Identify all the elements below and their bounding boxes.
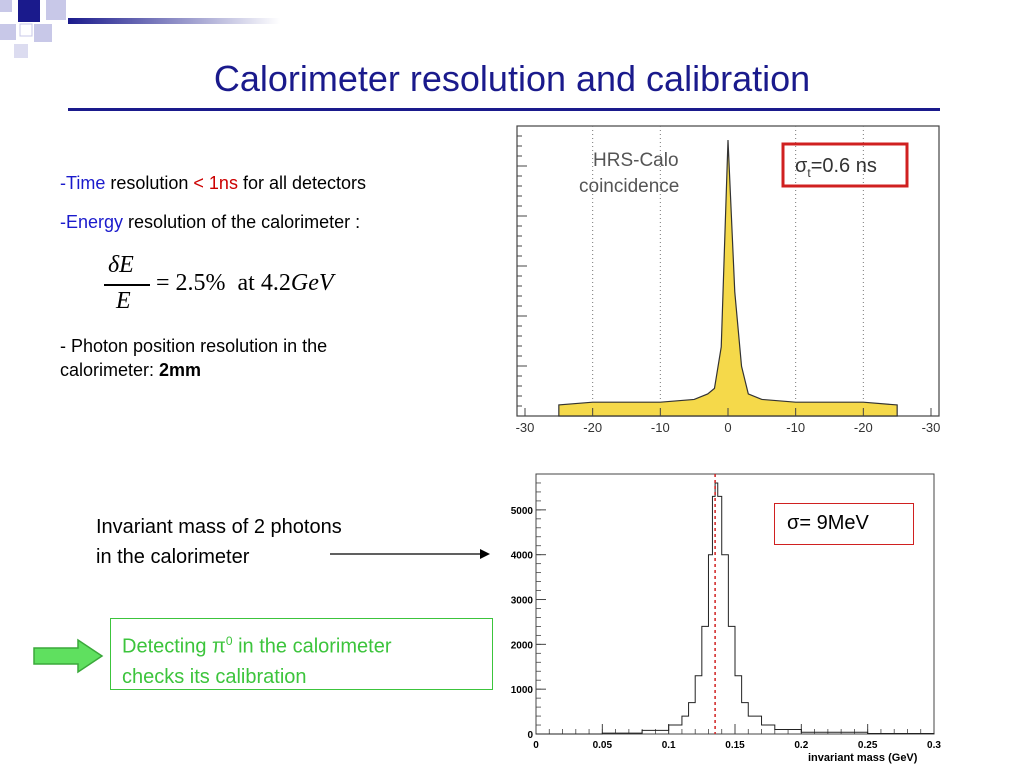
formula-at: at bbox=[237, 270, 255, 296]
timing-grid bbox=[592, 126, 864, 416]
mass-x-tick-label: 0 bbox=[533, 740, 539, 751]
timing-x-tick-label: -30 bbox=[516, 420, 535, 435]
callout-line2: checks its calibration bbox=[122, 665, 307, 688]
bullet-dash: - bbox=[60, 212, 66, 232]
timing-x-tick-label: 0 bbox=[724, 420, 731, 435]
bullet-time-word: Time bbox=[66, 173, 106, 193]
green-arrow-icon bbox=[33, 638, 104, 674]
invariant-line1: Invariant mass of 2 photons bbox=[96, 516, 342, 538]
formula-denominator: E bbox=[116, 288, 131, 314]
callout-line1-start: Detecting π bbox=[122, 635, 226, 658]
formula-rhs-value: = 2.5% bbox=[156, 270, 226, 296]
pointer-arrow-icon bbox=[330, 549, 490, 559]
mass-x-tick-label: 0.1 bbox=[662, 740, 676, 751]
mass-y-tick-label: 2000 bbox=[511, 640, 534, 651]
mass-y-tick-label: 3000 bbox=[511, 596, 534, 607]
bullet-time-value: < 1ns bbox=[193, 173, 238, 193]
bullet-photon-line1: - Photon position resolution in the bbox=[60, 336, 328, 356]
mass-x-tick-label: 0.25 bbox=[858, 740, 878, 751]
mass-x-tick-label: 0.15 bbox=[725, 740, 745, 751]
mass-y-tick-label: 0 bbox=[527, 730, 533, 741]
callout-line1-end: in the calorimeter bbox=[232, 635, 392, 658]
calibration-callout-box bbox=[110, 618, 493, 690]
mass-y-tick-label: 5000 bbox=[511, 506, 534, 517]
bullet-energy-tail: resolution of the calorimeter : bbox=[123, 212, 361, 232]
slide-title: Calorimeter resolution and calibration bbox=[213, 58, 811, 99]
timing-x-tick-label: -10 bbox=[786, 420, 805, 435]
bullet-time-tail: for all detectors bbox=[237, 173, 367, 193]
formula-fraction-line bbox=[104, 284, 150, 286]
formula-rhs: = 2.5% at 4.2GeV bbox=[156, 270, 334, 297]
timing-histogram-series bbox=[558, 139, 898, 417]
formula-energy-value: 4.2 bbox=[260, 270, 291, 296]
timing-histogram: HRS-Calo coincidence σt=0.6 ns -30 -20 -10… bbox=[516, 125, 941, 435]
mass-y-axis: 0 1000 2000 3000 4000 5000 bbox=[511, 482, 546, 741]
invariant-mass-label: Invariant mass of 2 photons in the calor… bbox=[96, 512, 342, 572]
mass-histogram-series bbox=[536, 482, 935, 735]
bullet-photon-value: 2mm bbox=[159, 360, 202, 380]
mass-y-tick-label: 4000 bbox=[511, 551, 534, 562]
mass-x-tick-label: 0.3 bbox=[927, 740, 941, 751]
mass-sigma-box: σ= 9MeV bbox=[774, 503, 914, 545]
mass-x-tick-label: 0.2 bbox=[794, 740, 808, 751]
title-underline bbox=[68, 108, 940, 111]
callout-superscript: 0 bbox=[225, 634, 233, 648]
timing-x-tick-labels: -30 -20 -10 0 -10 -20 -30 bbox=[516, 408, 941, 435]
calibration-callout-text: Detecting π0 in the calorimeter checks i… bbox=[122, 626, 392, 692]
corner-square-dark bbox=[18, 0, 40, 22]
bullet-energy-word: Energy bbox=[66, 212, 124, 232]
formula-numerator: δE bbox=[108, 252, 134, 278]
bullet-photon: - Photon position resolution in the calo… bbox=[60, 334, 327, 382]
timing-y-ticks bbox=[517, 135, 527, 417]
bullet-photon-line2: calorimeter: bbox=[60, 360, 160, 380]
mass-y-tick-label: 1000 bbox=[511, 685, 534, 696]
timing-sigma-label: σt=0.6 ns bbox=[795, 155, 877, 180]
timing-x-tick-label: -10 bbox=[651, 420, 670, 435]
bullet-time-mid: resolution bbox=[105, 173, 194, 193]
invariant-line2: in the calorimeter bbox=[96, 546, 250, 568]
timing-x-tick-label: -20 bbox=[583, 420, 602, 435]
mass-sigma-label: σ= 9MeV bbox=[787, 512, 869, 534]
timing-annotation-line1: HRS-Calo bbox=[593, 150, 679, 171]
bullet-energy: -Energy resolution of the calorimeter : bbox=[60, 212, 360, 233]
timing-x-tick-label: -20 bbox=[854, 420, 873, 435]
timing-sigma-box bbox=[781, 142, 909, 188]
mass-x-axis-label: invariant mass (GeV) bbox=[808, 752, 918, 764]
corner-decoration bbox=[0, 0, 280, 58]
bullet-time: -Time resolution < 1ns for all detectors bbox=[60, 173, 366, 194]
formula-energy-unit: GeV bbox=[290, 270, 334, 296]
timing-annotation-line2: coincidence bbox=[579, 176, 679, 197]
bullet-dash: - bbox=[60, 173, 66, 193]
timing-x-tick-label: -30 bbox=[922, 420, 941, 435]
mass-x-tick-label: 0.05 bbox=[593, 740, 613, 751]
